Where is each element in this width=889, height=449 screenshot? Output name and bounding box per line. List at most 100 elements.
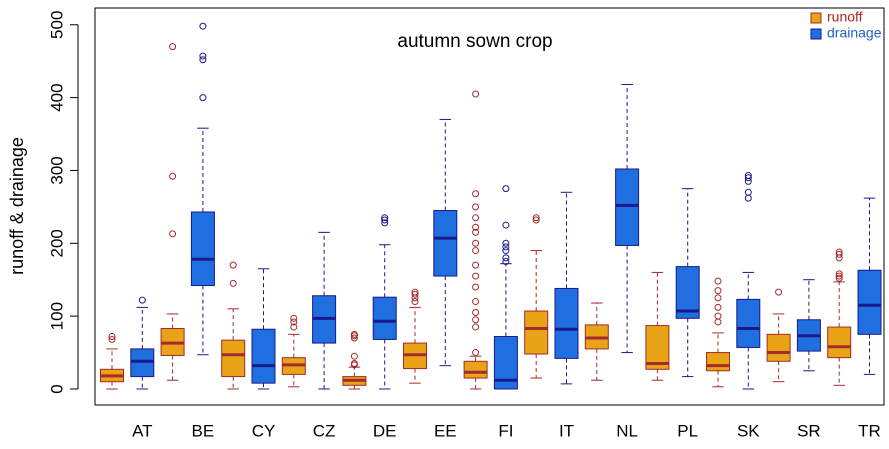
- outlier: [835, 248, 843, 256]
- x-tick-label: EE: [434, 421, 457, 440]
- outlier: [744, 194, 752, 202]
- outlier: [199, 22, 207, 30]
- outlier: [472, 261, 480, 269]
- outlier: [472, 298, 480, 306]
- x-tick-label: NL: [616, 421, 638, 440]
- outlier: [472, 272, 480, 280]
- outlier: [381, 214, 389, 222]
- outlier: [290, 318, 298, 326]
- outlier: [835, 250, 843, 258]
- outlier: [472, 349, 480, 357]
- box: [615, 168, 640, 246]
- x-tick-label: SK: [737, 421, 760, 440]
- box: [554, 287, 579, 359]
- outlier: [744, 188, 752, 196]
- chart-title: autumn sown crop: [397, 31, 552, 52]
- outlier: [169, 43, 177, 51]
- outlier: [532, 216, 540, 224]
- box: [433, 210, 458, 277]
- outlier: [199, 56, 207, 64]
- box: [857, 269, 882, 335]
- outlier: [714, 277, 722, 285]
- y-tick-label: 300: [47, 156, 66, 184]
- outlier: [835, 270, 843, 278]
- outlier: [229, 279, 237, 287]
- box: [251, 328, 276, 384]
- outlier: [714, 303, 722, 311]
- y-tick-label: 0: [47, 384, 66, 393]
- box: [372, 296, 397, 340]
- outlier: [775, 288, 783, 296]
- outlier: [381, 216, 389, 224]
- box: [463, 360, 488, 379]
- y-tick-label: 400: [47, 83, 66, 111]
- x-tick-label: IT: [559, 421, 574, 440]
- outlier: [411, 290, 419, 298]
- x-tick-label: AT: [132, 421, 152, 440]
- outlier: [502, 239, 510, 247]
- outlier: [381, 219, 389, 227]
- box: [645, 325, 670, 370]
- outlier: [350, 352, 358, 360]
- legend-swatch: [810, 12, 822, 24]
- outlier: [744, 172, 752, 180]
- outlier: [472, 90, 480, 98]
- outlier: [411, 298, 419, 306]
- outlier: [502, 257, 510, 265]
- x-tick-label: CY: [252, 421, 276, 440]
- outlier: [472, 283, 480, 291]
- outlier: [411, 288, 419, 296]
- outlier: [350, 359, 358, 367]
- x-tick-label: SR: [797, 421, 821, 440]
- outlier: [169, 230, 177, 238]
- box: [190, 211, 215, 287]
- outlier: [532, 214, 540, 222]
- outlier: [199, 94, 207, 102]
- x-tick-label: DE: [373, 421, 397, 440]
- x-tick-label: BE: [192, 421, 215, 440]
- box: [524, 310, 549, 355]
- box: [221, 339, 246, 378]
- outlier: [502, 221, 510, 229]
- plot-frame: [94, 7, 885, 406]
- box: [706, 352, 730, 372]
- outlier: [502, 185, 510, 193]
- legend-swatch: [810, 28, 822, 40]
- outlier: [714, 294, 722, 302]
- outlier: [169, 172, 177, 180]
- legend-label: runoff: [827, 9, 863, 25]
- outlier: [714, 312, 722, 320]
- box: [736, 298, 761, 348]
- outlier: [108, 335, 116, 343]
- y-tick-label: 500: [47, 11, 66, 39]
- box: [766, 333, 791, 362]
- outlier: [472, 190, 480, 198]
- y-tick-label: 200: [47, 229, 66, 257]
- outlier: [472, 214, 480, 222]
- outlier: [290, 323, 298, 331]
- outlier: [472, 223, 480, 231]
- outlier: [714, 318, 722, 326]
- outlier: [835, 272, 843, 280]
- legend-label: drainage: [827, 25, 882, 41]
- outlier: [472, 228, 480, 236]
- x-tick-label: PL: [677, 421, 698, 440]
- box: [493, 336, 518, 390]
- outlier: [138, 296, 146, 304]
- x-tick-label: CZ: [313, 421, 336, 440]
- y-tick-label: 100: [47, 302, 66, 330]
- outlier: [229, 261, 237, 269]
- outlier: [199, 52, 207, 60]
- outlier: [350, 334, 358, 342]
- outlier: [744, 174, 752, 182]
- outlier: [472, 308, 480, 316]
- x-tick-label: TR: [858, 421, 881, 440]
- outlier: [502, 254, 510, 262]
- outlier: [472, 323, 480, 331]
- outlier: [502, 243, 510, 251]
- outlier: [835, 274, 843, 282]
- y-axis-label: runoff & drainage: [7, 137, 27, 275]
- box: [827, 326, 852, 359]
- outlier: [472, 247, 480, 255]
